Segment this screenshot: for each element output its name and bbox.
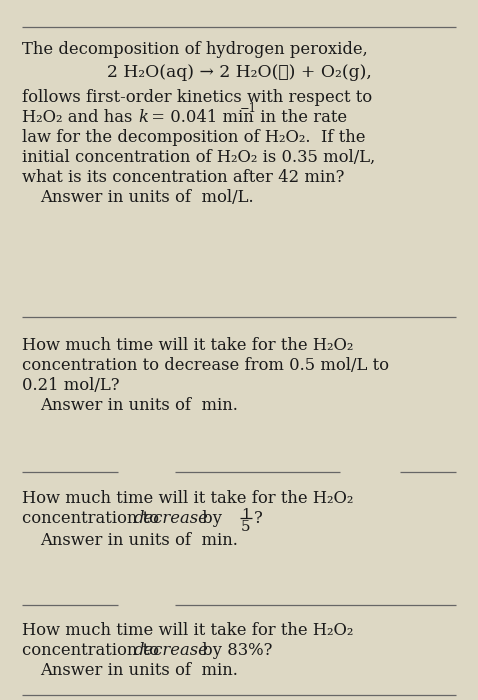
- Text: = 0.041 min: = 0.041 min: [146, 109, 254, 126]
- Text: How much time will it take for the H₂O₂: How much time will it take for the H₂O₂: [22, 622, 353, 639]
- Text: decrease: decrease: [134, 510, 209, 527]
- Text: decrease: decrease: [134, 642, 209, 659]
- Text: ?: ?: [254, 510, 263, 527]
- Text: in the rate: in the rate: [255, 109, 347, 126]
- Text: concentration to: concentration to: [22, 642, 164, 659]
- Text: by: by: [197, 510, 227, 527]
- Text: what is its concentration after 42 min?: what is its concentration after 42 min?: [22, 169, 344, 186]
- Text: Answer in units of  min.: Answer in units of min.: [40, 662, 238, 679]
- Text: Answer in units of  min.: Answer in units of min.: [40, 397, 238, 414]
- Text: The decomposition of hydrogen peroxide,: The decomposition of hydrogen peroxide,: [22, 41, 368, 58]
- Text: initial concentration of H₂O₂ is 0.35 mol/L,: initial concentration of H₂O₂ is 0.35 mo…: [22, 149, 375, 166]
- Text: 2 H₂O(aq) → 2 H₂O(ℓ) + O₂(g),: 2 H₂O(aq) → 2 H₂O(ℓ) + O₂(g),: [107, 64, 371, 81]
- Text: Answer in units of  mol/L.: Answer in units of mol/L.: [40, 189, 254, 206]
- Text: 1: 1: [241, 508, 251, 522]
- Text: follows first-order kinetics with respect to: follows first-order kinetics with respec…: [22, 89, 372, 106]
- Text: law for the decomposition of H₂O₂.  If the: law for the decomposition of H₂O₂. If th…: [22, 129, 366, 146]
- Text: −1: −1: [240, 102, 257, 115]
- Text: How much time will it take for the H₂O₂: How much time will it take for the H₂O₂: [22, 337, 353, 354]
- Text: How much time will it take for the H₂O₂: How much time will it take for the H₂O₂: [22, 490, 353, 507]
- Text: concentration to decrease from 0.5 mol/L to: concentration to decrease from 0.5 mol/L…: [22, 357, 389, 374]
- Text: Answer in units of  min.: Answer in units of min.: [40, 532, 238, 549]
- Text: 0.21 mol/L?: 0.21 mol/L?: [22, 377, 120, 394]
- Text: by 83%?: by 83%?: [197, 642, 272, 659]
- Text: H₂O₂ and has: H₂O₂ and has: [22, 109, 138, 126]
- Text: k: k: [138, 109, 148, 126]
- Text: 5: 5: [241, 520, 251, 534]
- Text: concentration to: concentration to: [22, 510, 164, 527]
